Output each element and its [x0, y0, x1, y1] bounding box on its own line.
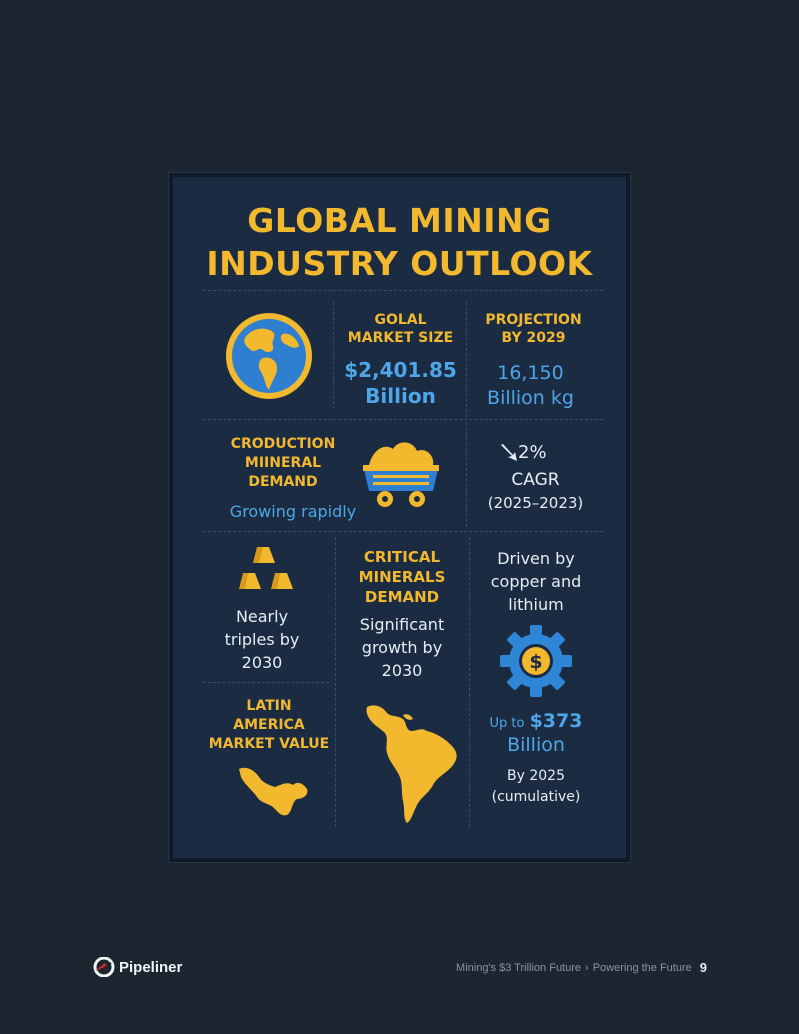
investment-amount: $373	[529, 710, 583, 732]
production-growth-value: Growing rapidly	[229, 502, 357, 521]
breadcrumb-separator: ›	[585, 961, 589, 974]
critical-minerals-value: Significant growth by 2030	[359, 615, 445, 680]
investment-by-text: By 2025 (cumulative)	[491, 768, 581, 805]
critical-minerals-label: CRITICAL MINERALS DEMAND	[358, 548, 446, 606]
title-line-2: INDUSTRY OUTLOOK	[206, 244, 593, 283]
divider	[203, 290, 603, 291]
production-demand-label: CRODUCTION MIINERAL DEMAND	[230, 436, 336, 490]
gear-dollar-icon: $	[500, 625, 572, 697]
svg-text:$: $	[529, 651, 542, 673]
central-america-map-icon	[239, 767, 308, 816]
pipeliner-logo[interactable]: Pipeliner	[93, 957, 182, 977]
market-size-value: $2,401.85 Billion	[344, 358, 457, 408]
south-america-map-icon	[366, 705, 457, 823]
investment-value: Up to $373	[469, 709, 603, 736]
cagr-value: 2%	[518, 442, 547, 463]
gold-nuggets-icon	[239, 547, 293, 589]
running-footer: Mining's $3 Trillion Future › Powering t…	[456, 960, 707, 975]
pipeliner-logo-icon	[93, 957, 115, 977]
divider	[469, 537, 470, 827]
divider	[466, 302, 467, 417]
divider	[203, 682, 329, 683]
page-number: 9	[699, 960, 707, 975]
running-title: Mining's $3 Trillion Future	[456, 961, 582, 974]
trend-arrow-icon	[501, 444, 517, 461]
triples-text: Nearly triples by 2030	[224, 607, 300, 672]
divider	[203, 419, 603, 420]
investment-prefix: Up to	[489, 716, 525, 731]
infographic-card: GLOBAL MINING INDUSTRY OUTLOOK GOLAL MAR…	[169, 173, 630, 862]
driven-by-text: Driven by copper and lithium	[490, 549, 582, 614]
section-title: Powering the Future	[592, 961, 692, 974]
cagr-label: CAGR	[511, 470, 560, 490]
title-line-1: GLOBAL MINING	[247, 201, 552, 240]
divider	[203, 531, 603, 532]
pipeliner-logo-text: Pipeliner	[119, 958, 183, 976]
globe-icon	[226, 313, 312, 399]
divider	[335, 537, 336, 827]
projection-value: 16,150 Billion kg	[487, 362, 574, 409]
divider	[333, 302, 334, 409]
mine-cart-icon	[363, 442, 439, 507]
latin-america-label: LATIN AMERICA MARKET VALUE	[208, 698, 330, 752]
investment-unit: Billion	[507, 734, 565, 756]
infographic-title: GLOBAL MINING INDUSTRY OUTLOOK	[173, 199, 626, 285]
cagr-period: (2025–2023)	[487, 494, 584, 512]
projection-label: PROJECTION BY 2029	[485, 312, 582, 346]
market-size-label: GOLAL MARKET SIZE	[347, 312, 454, 346]
divider	[466, 422, 467, 527]
